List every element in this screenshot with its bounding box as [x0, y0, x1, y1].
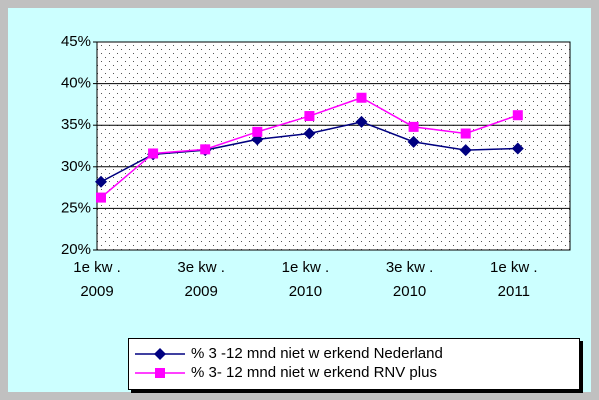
plot-border [96, 41, 571, 251]
marker [408, 121, 419, 132]
x-tick-label: 3e kw . 2009 [177, 259, 225, 300]
plot-area [97, 42, 570, 250]
marker [155, 368, 165, 378]
marker [356, 92, 367, 103]
marker [200, 144, 211, 155]
marker [304, 111, 315, 122]
x-tick-label: 1e kw . 2010 [281, 259, 330, 300]
y-tick-label: 40% [61, 75, 91, 92]
y-tick-label: 30% [61, 158, 91, 175]
marker [460, 128, 471, 139]
legend-label: % 3- 12 mnd niet w erkend RNV plus [191, 364, 437, 381]
y-tick-label: 35% [61, 116, 91, 133]
marker [303, 127, 316, 140]
x-tick-label: 1e kw . 2009 [73, 259, 121, 300]
y-tick-label: 20% [61, 241, 91, 258]
marker [95, 175, 107, 188]
legend-body: % 3 -12 mnd niet w erkend Nederland % 3- … [135, 345, 443, 381]
marker [407, 135, 420, 148]
marker [459, 144, 472, 157]
y-tick-label: 25% [61, 199, 91, 216]
marker [511, 142, 524, 155]
x-tick-label: 1e kw . 2011 [490, 259, 538, 300]
marker [96, 192, 106, 203]
legend: % 3 -12 mnd niet w erkend Nederland % 3- … [128, 338, 580, 390]
marker [252, 126, 263, 137]
marker [512, 110, 523, 121]
marker [355, 115, 368, 128]
marker [148, 148, 159, 159]
y-tick-label: 45% [61, 33, 91, 50]
x-tick-label: 3e kw . 2010 [385, 259, 434, 300]
legend-label: % 3 -12 mnd niet w erkend Nederland [191, 345, 443, 362]
marker [154, 348, 166, 360]
